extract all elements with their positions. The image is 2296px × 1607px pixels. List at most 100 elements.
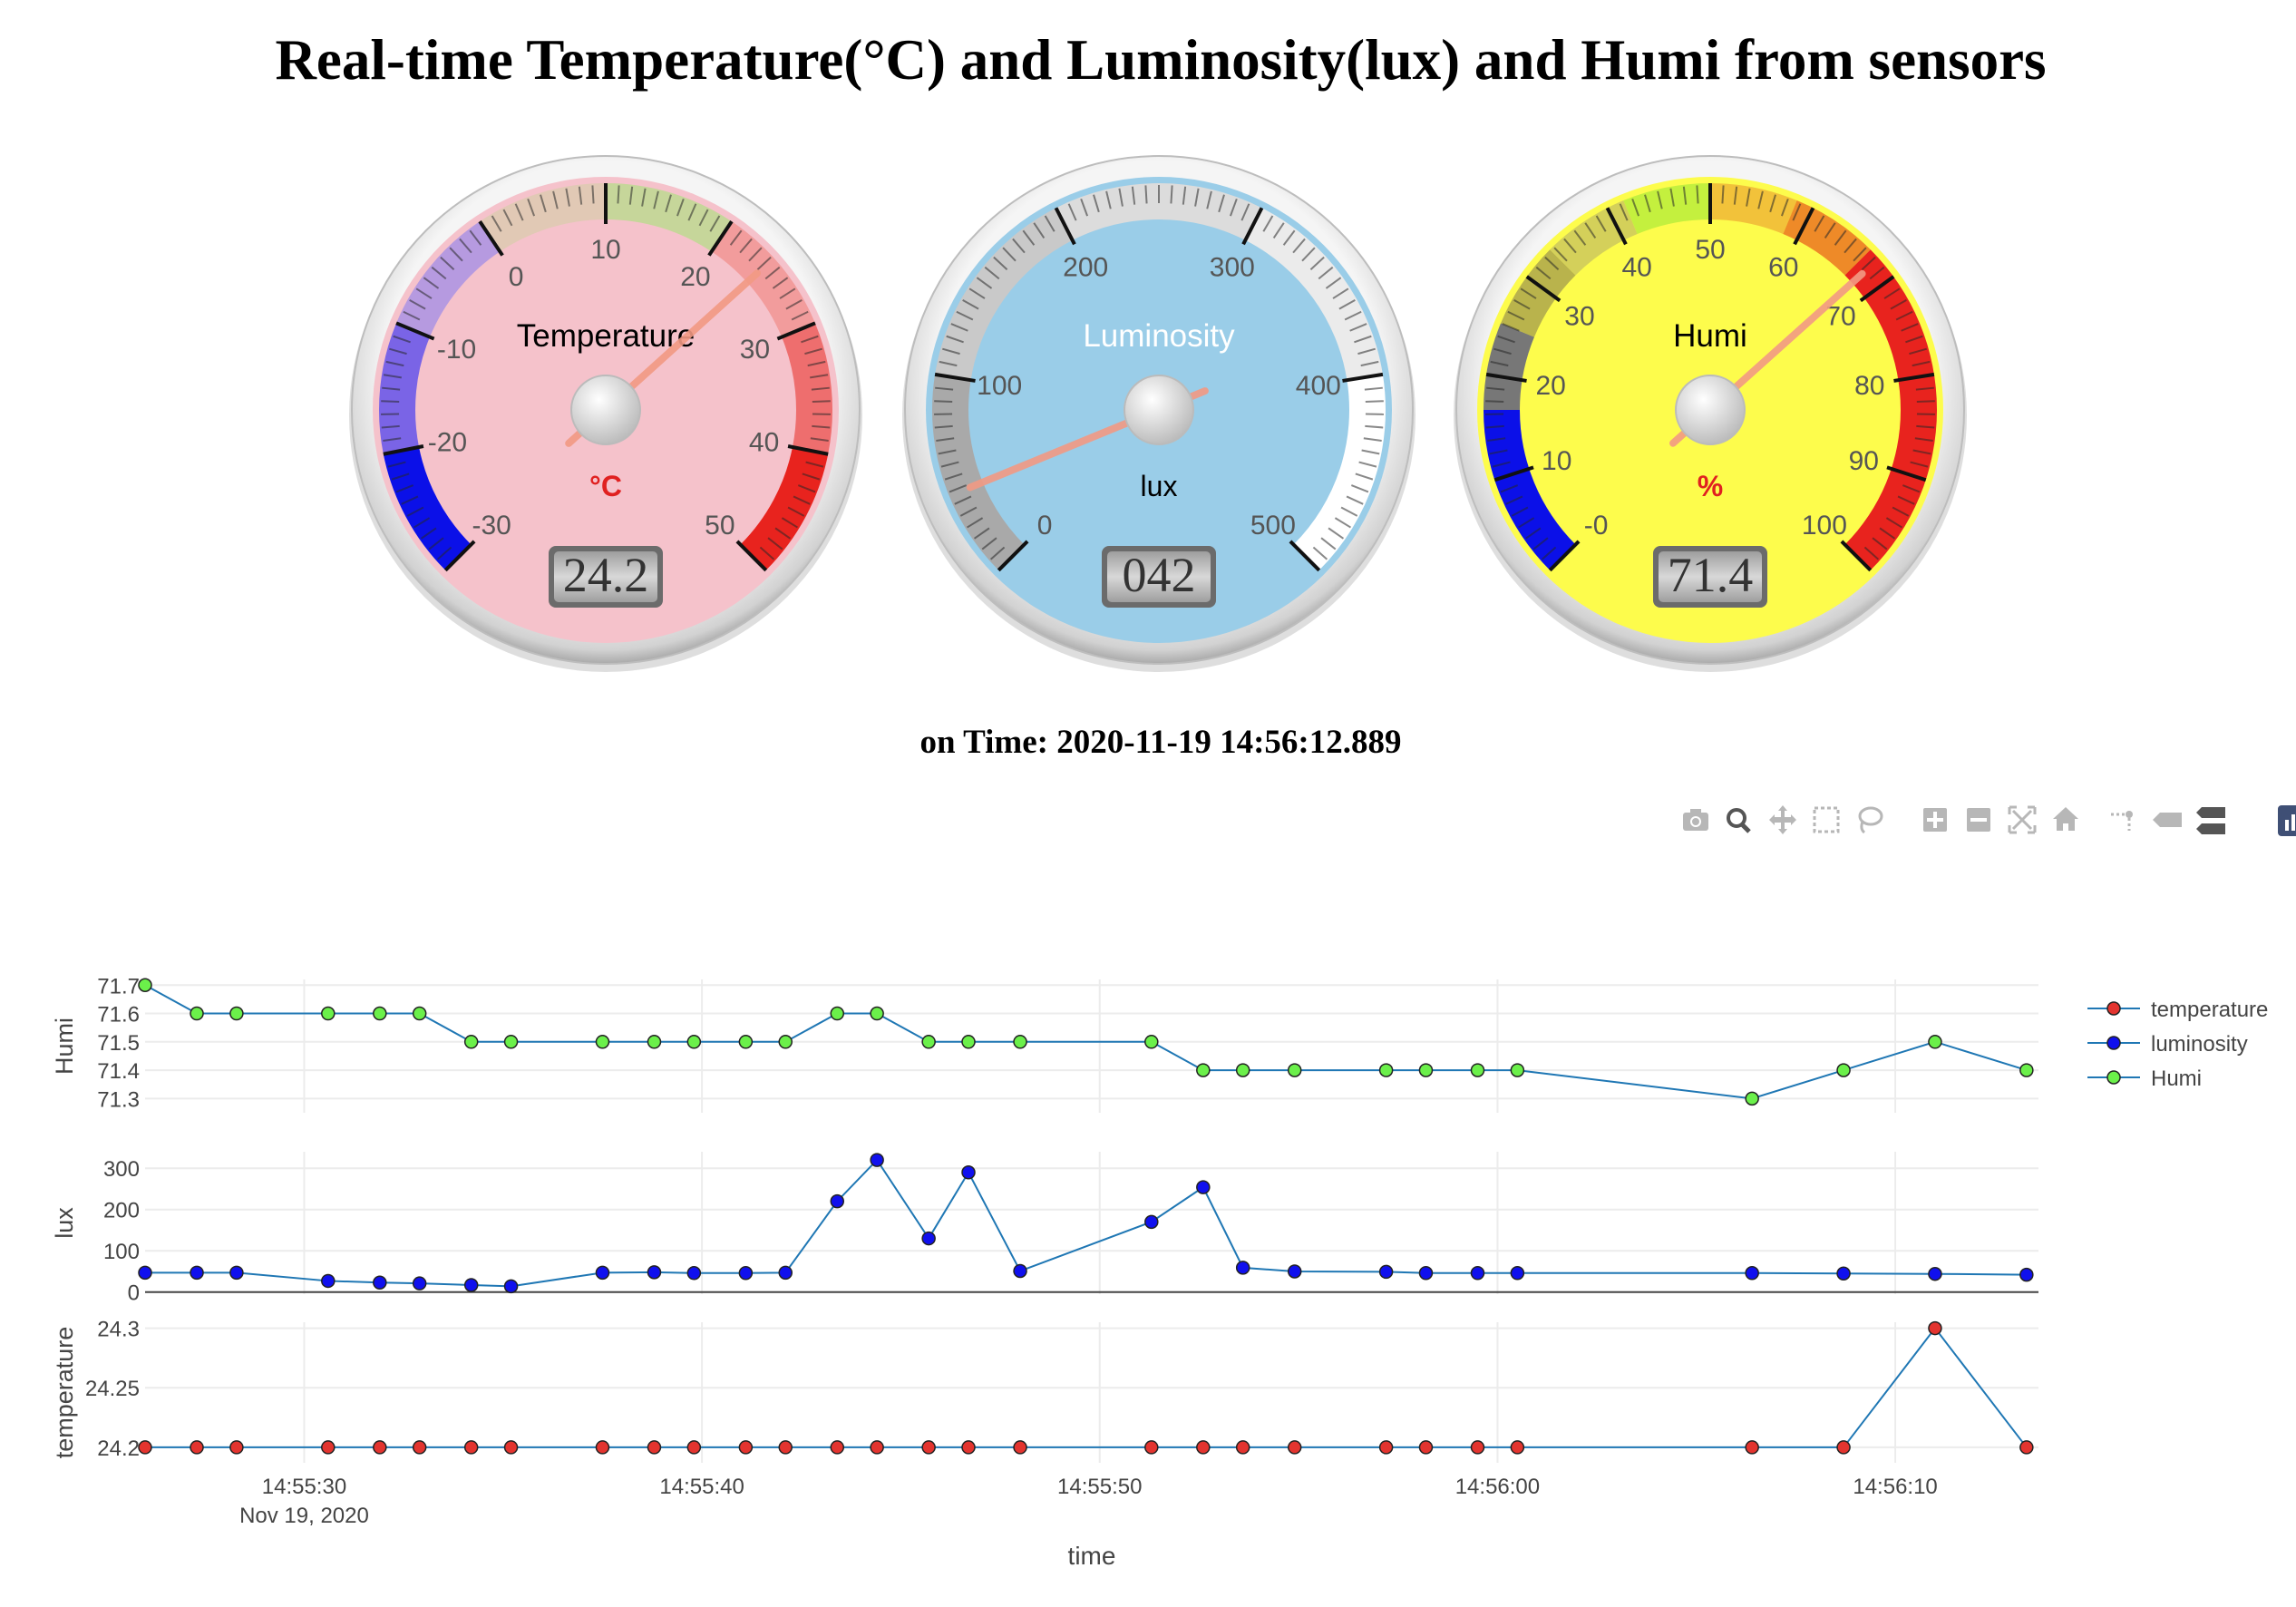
data-point xyxy=(190,1006,204,1021)
data-point xyxy=(921,1231,936,1246)
data-point xyxy=(1287,1063,1302,1077)
y-tick-label: 71.3 xyxy=(97,1087,140,1112)
data-point xyxy=(138,978,152,993)
y-axis-title: Humi xyxy=(51,1018,78,1075)
gauge-unit: °C xyxy=(589,470,622,502)
zoom-in-icon[interactable] xyxy=(1917,798,1953,842)
gauge-tick-label: 10 xyxy=(590,235,620,265)
gauge-tick-label: -20 xyxy=(428,428,467,458)
data-point xyxy=(1287,1264,1302,1279)
y-axis-title: lux xyxy=(51,1207,78,1239)
gauge-tick-label: 100 xyxy=(977,371,1022,401)
data-point xyxy=(647,1265,662,1280)
data-point xyxy=(373,1275,387,1290)
gauge-hub xyxy=(1675,375,1746,445)
legend-marker xyxy=(2106,1070,2121,1085)
data-point xyxy=(412,1276,427,1290)
gauge-tick-label: 500 xyxy=(1250,511,1296,541)
data-point xyxy=(1378,1063,1394,1077)
gauge-tick-label: 0 xyxy=(1037,511,1053,541)
gauge-band xyxy=(1293,374,1386,570)
subplot-lux: 0 100 200 300 lux xyxy=(51,1152,2038,1306)
gauge-title: Humi xyxy=(1673,318,1747,354)
zoom-out-icon[interactable] xyxy=(1960,798,1997,842)
data-point xyxy=(1928,1035,1942,1049)
data-point xyxy=(1196,1180,1211,1194)
gauge-hub xyxy=(1124,375,1194,445)
data-point xyxy=(738,1440,754,1455)
data-point xyxy=(830,1006,845,1021)
data-point xyxy=(647,1440,662,1455)
data-point xyxy=(595,1035,610,1049)
data-point xyxy=(1745,1440,1759,1455)
plotly-logo-icon[interactable] xyxy=(2276,798,2296,842)
data-point xyxy=(961,1035,976,1049)
gauge-hub xyxy=(570,375,641,445)
pan-icon[interactable] xyxy=(1765,798,1801,842)
gauge-band xyxy=(379,323,430,454)
hover-closest-icon[interactable] xyxy=(2149,798,2185,842)
data-point xyxy=(870,1153,884,1167)
x-date-label: Nov 19, 2020 xyxy=(239,1504,369,1528)
zoom-icon[interactable] xyxy=(1721,798,1757,842)
data-point xyxy=(778,1035,793,1049)
data-point xyxy=(830,1193,845,1209)
legend-label: temperature xyxy=(2151,998,2268,1022)
x-tick-label: 14:55:30 xyxy=(262,1475,346,1499)
gauge-tick-label: 100 xyxy=(1802,511,1847,541)
gauge-tick-label: 90 xyxy=(1849,446,1879,476)
plot-modebar xyxy=(1678,798,2296,843)
reset-axes-icon[interactable] xyxy=(2048,798,2084,842)
data-point xyxy=(463,1278,479,1292)
y-axis-title: temperature xyxy=(51,1327,78,1459)
data-point xyxy=(1144,1440,1159,1455)
x-axis: 14:55:30 14:55:40 14:55:50 14:56:00 14:56:10… xyxy=(239,1475,1938,1570)
data-point xyxy=(961,1440,976,1455)
gauge-tick-label: 30 xyxy=(1564,301,1594,331)
gauge-unit: lux xyxy=(1141,470,1178,502)
gauge-band xyxy=(606,183,732,252)
gauge-band xyxy=(480,183,606,252)
autoscale-icon[interactable] xyxy=(2004,798,2040,842)
y-tick-label: 300 xyxy=(103,1157,140,1182)
data-point xyxy=(1196,1440,1211,1455)
data-point xyxy=(1510,1440,1525,1455)
data-point xyxy=(190,1265,204,1281)
camera-icon[interactable] xyxy=(1678,798,1714,842)
y-tick-label: 200 xyxy=(103,1199,140,1223)
data-point xyxy=(647,1035,662,1049)
legend-marker xyxy=(2106,1036,2121,1050)
legend-label: Humi xyxy=(2151,1066,2202,1091)
data-point xyxy=(778,1440,793,1455)
data-point xyxy=(1013,1263,1027,1279)
data-point xyxy=(229,1440,244,1455)
data-point xyxy=(686,1266,702,1281)
box-select-icon[interactable] xyxy=(1808,798,1844,842)
data-point xyxy=(686,1035,702,1049)
data-point xyxy=(1418,1063,1434,1077)
spike-lines-icon[interactable] xyxy=(2106,798,2142,842)
hover-compare-icon[interactable] xyxy=(2193,798,2229,842)
data-point xyxy=(830,1440,845,1455)
data-point xyxy=(1836,1266,1851,1281)
data-point xyxy=(321,1006,336,1021)
subplot-humi: 71.3 71.4 71.5 71.6 71.7 Humi xyxy=(51,974,2038,1113)
data-point xyxy=(1470,1440,1485,1455)
data-point xyxy=(778,1265,793,1281)
data-point xyxy=(2019,1267,2034,1282)
data-point xyxy=(1287,1440,1302,1455)
data-point xyxy=(2019,1063,2034,1077)
y-tick-label: 100 xyxy=(103,1240,140,1264)
gauge-value: 042 xyxy=(1123,548,1196,602)
gauge-band xyxy=(383,446,472,570)
data-point xyxy=(229,1265,244,1281)
gauge-band xyxy=(1550,200,1638,276)
data-point xyxy=(1470,1063,1485,1077)
gauge-value: 24.2 xyxy=(563,548,649,602)
lasso-select-icon[interactable] xyxy=(1852,798,1888,842)
gauge-tick-label: 80 xyxy=(1854,371,1884,401)
subplot-temperature: 24.2 24.25 24.3 temperature xyxy=(51,1318,2038,1463)
data-point xyxy=(1928,1266,1942,1281)
gauge-tick-label: 50 xyxy=(1695,235,1725,265)
data-point xyxy=(503,1035,519,1049)
